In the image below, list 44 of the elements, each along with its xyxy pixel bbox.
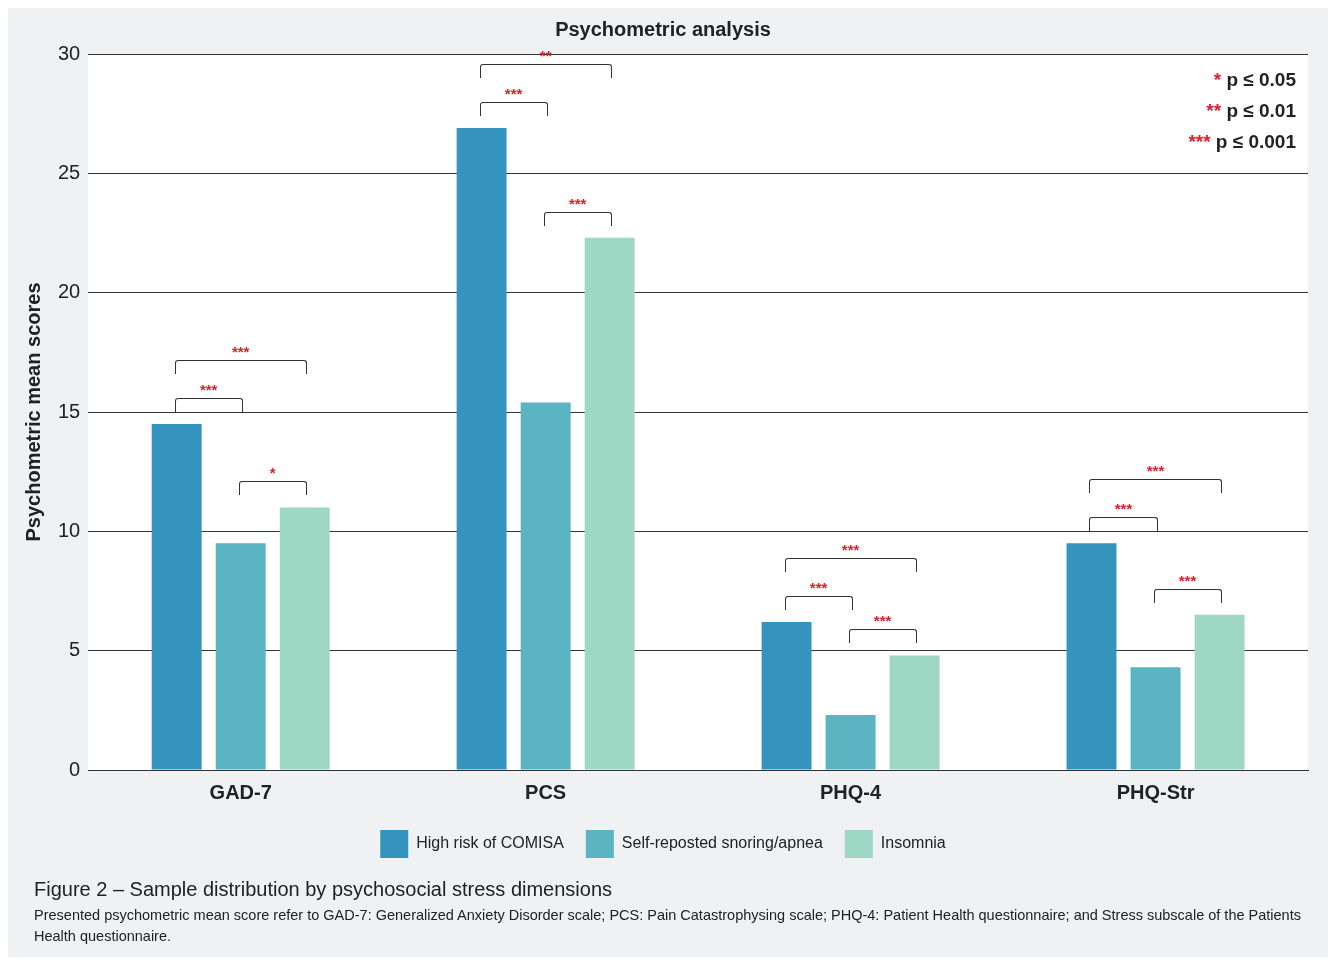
- annotation: * p ≤ 0.05: [1212, 68, 1296, 92]
- bar: [761, 622, 812, 770]
- y-axis-title: Psychometric mean scores: [21, 282, 44, 542]
- y-tick-label: 0: [69, 757, 81, 780]
- x-tick-label: PHQ-Str: [1116, 780, 1195, 803]
- x-tick-label: PCS: [525, 780, 567, 803]
- y-tick-label: 10: [58, 518, 81, 541]
- annotation: ***: [1177, 571, 1198, 589]
- text: Presented psychometric mean score refer to GAD-7: Generalized Anxiety Disorder scale; PCS: Pain Catastrophysing scale; PHQ-4: Patient Health questionnaire; and Stress subscale of the Patients Health questionnaire.: [34, 906, 1302, 946]
- y-tick-label: 30: [58, 41, 81, 64]
- bar: [584, 237, 635, 770]
- annotation: ***: [567, 194, 588, 212]
- bar: [889, 655, 940, 770]
- caption: Figure 2 – Sample distribution by psychosocial stress dimensions: [34, 878, 614, 901]
- bar: [151, 423, 202, 770]
- y-tick-label: 15: [58, 399, 81, 422]
- chart-title: Psychometric analysis: [555, 17, 771, 40]
- annotation: ***: [230, 342, 251, 360]
- annotation: *** p ≤ 0.001: [1188, 130, 1296, 154]
- bar: [825, 715, 876, 770]
- bar: [1130, 667, 1181, 770]
- bar: [456, 127, 507, 770]
- legend-label: Insomnia: [880, 834, 946, 852]
- bar: [279, 507, 330, 770]
- bar: [1066, 543, 1117, 770]
- annotation: ***: [198, 380, 219, 398]
- legend-label: High risk of COMISA: [416, 834, 565, 852]
- annotation: ** p ≤ 0.01: [1205, 99, 1296, 123]
- legend-label: Self-reposted snoring/apnea: [621, 834, 823, 852]
- y-tick-label: 5: [69, 638, 81, 661]
- bar: [1194, 614, 1245, 770]
- x-tick-label: GAD-7: [209, 780, 272, 803]
- annotation: ***: [840, 541, 861, 559]
- annotation: ***: [1145, 462, 1166, 480]
- annotation: ***: [1113, 500, 1134, 518]
- annotation: ***: [503, 84, 524, 102]
- bar: [520, 402, 571, 770]
- bar: [215, 543, 266, 770]
- x-tick-label: PHQ-4: [820, 780, 883, 803]
- annotation: ***: [808, 579, 829, 597]
- y-tick-label: 20: [58, 280, 81, 303]
- annotation: ***: [872, 612, 893, 630]
- annotation: *: [268, 464, 277, 482]
- y-tick-label: 25: [58, 160, 81, 183]
